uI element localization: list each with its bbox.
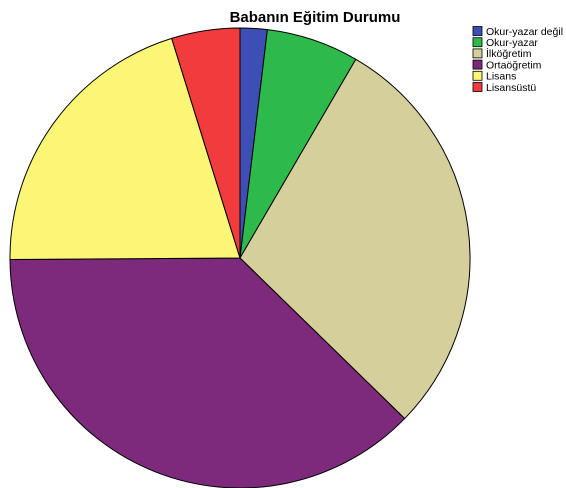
- legend-swatch-5: [472, 70, 483, 81]
- legend: Okur-yazar değilOkur-yazarİlköğretimOrta…: [472, 26, 563, 94]
- legend-swatch-2: [472, 37, 483, 48]
- legend-label-4: Ortaöğretim: [486, 59, 542, 71]
- legend-label-5: Lisans: [486, 71, 516, 83]
- legend-label-1: Okur-yazar değil: [486, 26, 563, 38]
- legend-swatch-4: [472, 59, 483, 70]
- pie-slices: [9, 27, 471, 488]
- legend-swatch-1: [472, 26, 483, 36]
- legend-label-3: İlköğretim: [486, 47, 532, 60]
- legend-swatch-3: [472, 48, 483, 59]
- chart-title: Babanın Eğitim Durumu: [230, 9, 401, 26]
- pie-slice-6: [171, 27, 241, 259]
- legend-swatch-6: [472, 82, 483, 92]
- pie-slice-5: [9, 37, 241, 260]
- pie-slice-3: [239, 58, 471, 420]
- legend-label-2: Okur-yazar: [486, 37, 538, 49]
- legend-label-6: Lisansüstü: [486, 82, 536, 94]
- pie-slice-4: [9, 257, 406, 488]
